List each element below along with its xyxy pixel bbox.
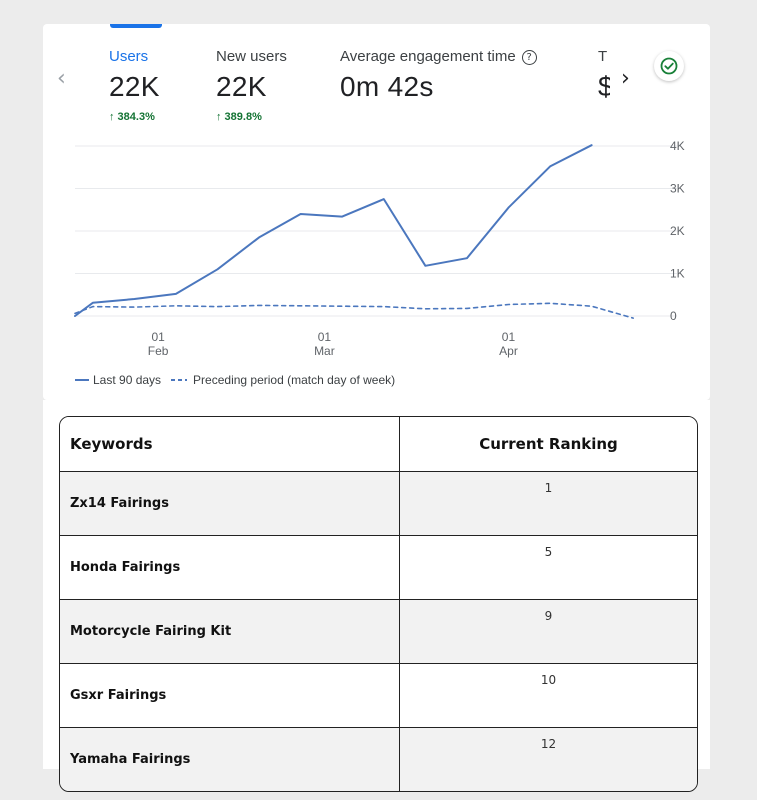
check-circle-glyph — [660, 57, 678, 75]
metric-label: T — [598, 48, 608, 65]
keywords-panel: Keywords Current Ranking Zx14 Fairings 1… — [43, 400, 710, 792]
x-tick-label-month: Apr — [499, 344, 518, 358]
keyword-cell: Honda Fairings — [60, 536, 400, 600]
metric-average-engagement-time[interactable]: Average engagement time? 0m 42s — [340, 48, 537, 103]
y-tick-label: 4K — [670, 139, 685, 153]
y-tick-label: 2K — [670, 224, 685, 238]
ranking-cell: 12 — [400, 728, 697, 791]
metric-change: ↑ 389.8% — [216, 111, 262, 123]
series-line-preceding-period — [74, 302, 635, 319]
ranking-cell: 1 — [400, 472, 697, 536]
legend-label-previous: Preceding period (match day of week) — [193, 373, 396, 387]
metric-value: 22K — [216, 71, 267, 102]
metric-label: Users — [109, 48, 149, 65]
table-row: Motorcycle Fairing Kit 9 — [60, 600, 697, 664]
header-current-ranking: Current Ranking — [400, 417, 697, 472]
metric-value: $ — [598, 71, 610, 102]
table-row: Honda Fairings 5 — [60, 536, 697, 600]
header-keywords: Keywords — [60, 417, 400, 472]
x-tick-label-month: Mar — [314, 344, 335, 358]
metric-label: New users — [216, 48, 287, 65]
legend-swatch-current — [75, 379, 89, 381]
chevron-left-icon[interactable]: ‹ — [57, 66, 66, 91]
keywords-table: Keywords Current Ranking Zx14 Fairings 1… — [59, 416, 698, 792]
analytics-card: ‹ Users 22K ↑ 384.3% New users 22K ↑ 389… — [43, 24, 710, 400]
x-tick-label-month: Feb — [148, 344, 169, 358]
ranking-cell: 10 — [400, 664, 697, 728]
active-tab-indicator — [110, 24, 162, 28]
table-header-row: Keywords Current Ranking — [60, 417, 697, 472]
metric-label: Average engagement time — [340, 48, 516, 65]
metric-partial: T $ — [598, 48, 610, 103]
metric-label-row: Average engagement time? — [340, 48, 537, 65]
legend-swatch-previous — [171, 379, 188, 381]
legend-label-current: Last 90 days — [93, 373, 162, 387]
ranking-cell: 5 — [400, 536, 697, 600]
metric-value: 0m 42s — [340, 71, 434, 102]
metric-value: 22K — [109, 71, 160, 102]
x-tick-label-day: 01 — [502, 330, 516, 344]
table-row: Gsxr Fairings 10 — [60, 664, 697, 728]
x-tick-label-day: 01 — [318, 330, 332, 344]
check-circle-icon[interactable] — [654, 51, 684, 81]
metric-truncated[interactable]: T $ — [598, 48, 610, 108]
metric-new-users[interactable]: New users 22K ↑ 389.8% — [216, 48, 287, 123]
table-row: Yamaha Fairings 12 — [60, 728, 697, 791]
help-icon[interactable]: ? — [521, 50, 537, 65]
metric-users[interactable]: Users 22K ↑ 384.3% — [109, 48, 160, 123]
series-line-last-90-days — [74, 144, 593, 317]
y-tick-label: 0 — [670, 309, 677, 323]
keyword-cell: Motorcycle Fairing Kit — [60, 600, 400, 664]
x-tick-label-day: 01 — [151, 330, 165, 344]
chart-legend: Last 90 days Preceding period (match day… — [75, 373, 395, 387]
keyword-cell: Gsxr Fairings — [60, 664, 400, 728]
y-tick-label: 1K — [670, 267, 685, 281]
chevron-right-icon[interactable]: › — [621, 66, 630, 91]
metric-change: ↑ 384.3% — [109, 111, 155, 123]
keyword-cell: Yamaha Fairings — [60, 728, 400, 791]
keyword-cell: Zx14 Fairings — [60, 472, 400, 536]
y-tick-label: 3K — [670, 182, 685, 196]
table-row: Zx14 Fairings 1 — [60, 472, 697, 536]
ranking-cell: 9 — [400, 600, 697, 664]
